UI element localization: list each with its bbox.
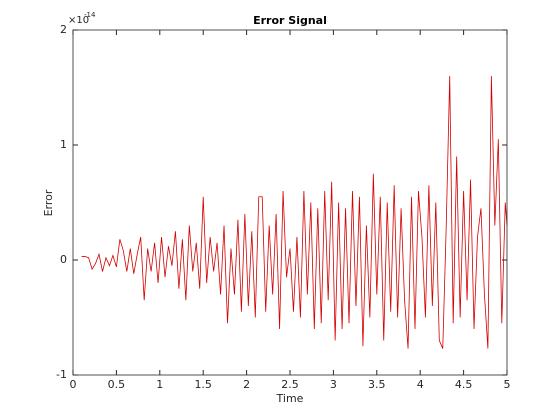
chart-title: Error Signal bbox=[253, 14, 327, 27]
y-multiplier-exponent: -14 bbox=[84, 11, 96, 19]
y-axis-label: Error bbox=[42, 189, 55, 216]
x-tick-label: 4 bbox=[417, 378, 424, 391]
x-tick-label: 1.5 bbox=[194, 378, 212, 391]
x-tick-label: 4.5 bbox=[455, 378, 473, 391]
x-tick-label: 0 bbox=[70, 378, 77, 391]
x-axis-label: Time bbox=[276, 392, 304, 405]
x-tick-label: 1 bbox=[156, 378, 163, 391]
y-multiplier-base: ×10 bbox=[68, 15, 89, 26]
y-tick-label: 2 bbox=[60, 23, 67, 36]
x-tick-label: 3.5 bbox=[368, 378, 386, 391]
x-tick-label: 5 bbox=[504, 378, 511, 391]
y-tick-label: 1 bbox=[60, 138, 67, 151]
x-tick-label: 2.5 bbox=[281, 378, 299, 391]
axes-box bbox=[72, 29, 508, 376]
y-tick-label: -1 bbox=[56, 368, 67, 381]
line-series bbox=[81, 75, 508, 349]
x-tick-label: 3 bbox=[330, 378, 337, 391]
x-tick-label: 2 bbox=[243, 378, 250, 391]
x-tick-label: 0.5 bbox=[108, 378, 126, 391]
y-tick-label: 0 bbox=[60, 253, 67, 266]
